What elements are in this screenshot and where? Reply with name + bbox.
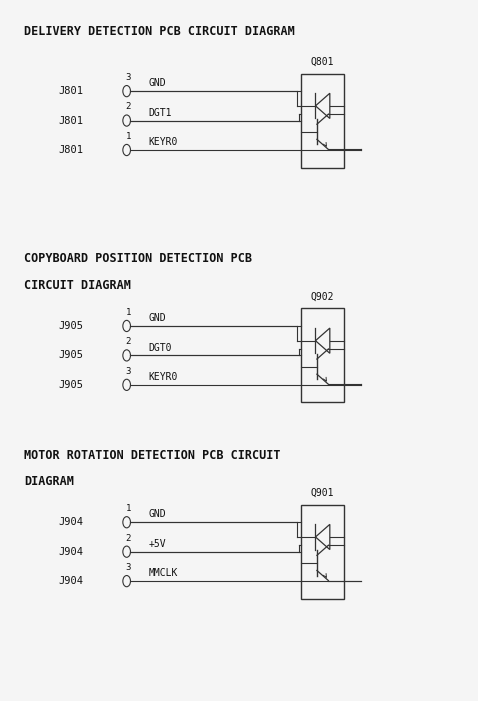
Text: 3: 3 bbox=[126, 367, 131, 376]
Text: 1: 1 bbox=[126, 132, 131, 141]
Text: DGT0: DGT0 bbox=[148, 343, 172, 353]
Text: J801: J801 bbox=[59, 145, 84, 155]
Text: J905: J905 bbox=[59, 380, 84, 390]
Text: COPYBOARD POSITION DETECTION PCB: COPYBOARD POSITION DETECTION PCB bbox=[24, 252, 252, 266]
Text: J904: J904 bbox=[59, 547, 84, 557]
Text: Q902: Q902 bbox=[311, 292, 335, 301]
Text: 1: 1 bbox=[126, 504, 131, 513]
Text: 2: 2 bbox=[126, 533, 131, 543]
Text: GND: GND bbox=[148, 313, 166, 323]
Text: MOTOR ROTATION DETECTION PCB CIRCUIT: MOTOR ROTATION DETECTION PCB CIRCUIT bbox=[24, 449, 281, 462]
Text: J904: J904 bbox=[59, 517, 84, 527]
Text: CIRCUIT DIAGRAM: CIRCUIT DIAGRAM bbox=[24, 279, 131, 292]
Text: 3: 3 bbox=[126, 563, 131, 572]
Text: 2: 2 bbox=[126, 337, 131, 346]
Text: DIAGRAM: DIAGRAM bbox=[24, 475, 74, 489]
Text: 3: 3 bbox=[126, 73, 131, 82]
Text: J905: J905 bbox=[59, 321, 84, 331]
Text: 1: 1 bbox=[126, 308, 131, 317]
Bar bbox=[301, 74, 344, 168]
Text: Q901: Q901 bbox=[311, 488, 335, 498]
Text: J905: J905 bbox=[59, 350, 84, 360]
Text: J801: J801 bbox=[59, 116, 84, 125]
Text: GND: GND bbox=[148, 510, 166, 519]
Text: DGT1: DGT1 bbox=[148, 108, 172, 118]
Text: DELIVERY DETECTION PCB CIRCUIT DIAGRAM: DELIVERY DETECTION PCB CIRCUIT DIAGRAM bbox=[24, 25, 294, 38]
Bar bbox=[301, 308, 344, 402]
Text: +5V: +5V bbox=[148, 539, 166, 549]
Text: J904: J904 bbox=[59, 576, 84, 586]
Text: KEYR0: KEYR0 bbox=[148, 372, 177, 382]
Text: Q801: Q801 bbox=[311, 57, 335, 67]
Text: J801: J801 bbox=[59, 86, 84, 96]
Bar bbox=[301, 505, 344, 599]
Text: GND: GND bbox=[148, 79, 166, 88]
Text: 2: 2 bbox=[126, 102, 131, 111]
Text: KEYR0: KEYR0 bbox=[148, 137, 177, 147]
Text: MMCLK: MMCLK bbox=[148, 569, 177, 578]
